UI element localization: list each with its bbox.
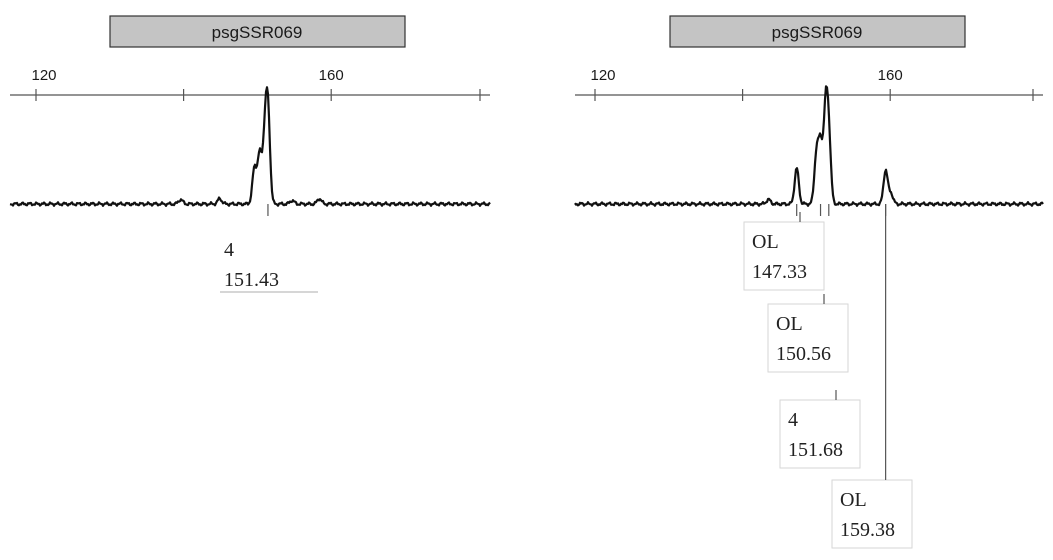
tick-label: 120: [31, 67, 56, 84]
allele-call-label: OL 147.33: [744, 204, 824, 290]
allele-call-name: OL: [840, 489, 867, 511]
allele-call-name: 4: [224, 239, 234, 261]
allele-call-label: 4 151.43: [220, 204, 318, 292]
right-panel: psgSSR069 120 160 OL 147.33 OL 150.56 4 151.6…: [575, 16, 1043, 548]
allele-calls: OL 147.33 OL 150.56 4 151.68 OL 159.38: [744, 204, 912, 548]
allele-call-size: 151.43: [224, 269, 279, 291]
series-line: [575, 86, 1043, 206]
allele-call-size: 150.56: [776, 343, 831, 365]
allele-call-name: 4: [788, 409, 798, 431]
tick-label: 120: [590, 67, 615, 84]
tick-label: 160: [319, 67, 344, 84]
allele-call-name: OL: [752, 231, 779, 253]
allele-call-size: 151.68: [788, 439, 843, 461]
marker-label: psgSSR069: [212, 23, 303, 42]
allele-call-size: 147.33: [752, 261, 807, 283]
marker-label: psgSSR069: [772, 23, 863, 42]
allele-calls: 4 151.43: [220, 204, 318, 292]
allele-call-name: OL: [776, 313, 803, 335]
allele-call-label: OL 159.38: [832, 204, 912, 548]
left-panel: psgSSR069 120 160 4 151.43: [10, 16, 490, 292]
series-line: [10, 87, 490, 206]
tick-label: 160: [878, 67, 903, 84]
allele-call-size: 159.38: [840, 519, 895, 541]
